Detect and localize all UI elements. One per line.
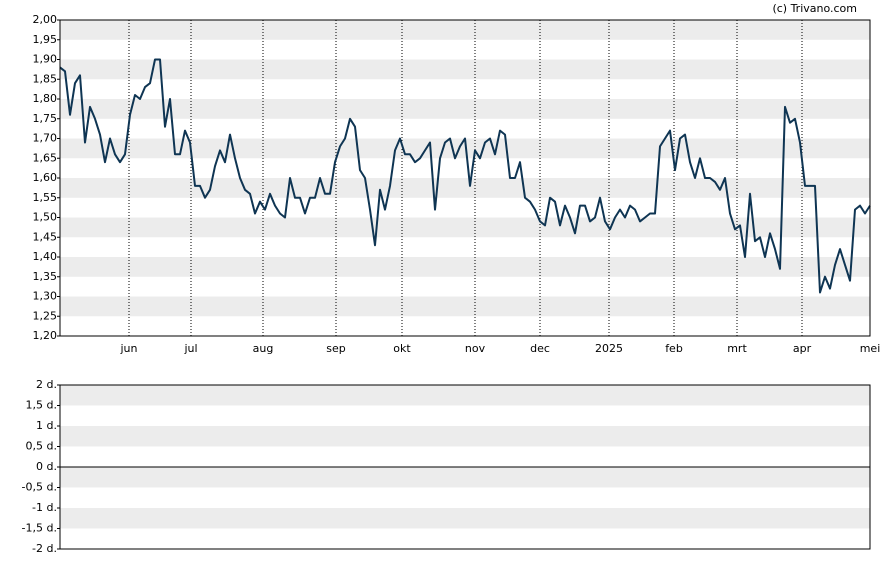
- band: [60, 178, 870, 198]
- band: [60, 99, 870, 119]
- x-tick-label: jun: [120, 342, 138, 355]
- y-tick-label: 1,95: [33, 33, 58, 46]
- y-tick-label: 1,50: [33, 211, 58, 224]
- band: [60, 296, 870, 317]
- x-tick-label: apr: [793, 342, 812, 355]
- y-tick-label: 1,20: [33, 329, 58, 342]
- band: [60, 385, 870, 406]
- y-tick-label: -1 d.: [32, 501, 57, 514]
- y-tick-label: -1,5 d.: [22, 522, 57, 535]
- band: [60, 20, 870, 40]
- y-tick-label: 0 d.: [36, 460, 57, 473]
- price-line: [59, 58, 871, 294]
- y-tick-label: 1,25: [33, 309, 58, 322]
- y-tick-label: 1,40: [33, 250, 58, 263]
- x-tick-label: 2025: [595, 342, 623, 355]
- y-tick-label: 1,30: [33, 290, 58, 303]
- band: [60, 217, 870, 238]
- plot-frame: [59, 384, 871, 550]
- band: [60, 59, 870, 80]
- x-tick-label: dec: [530, 342, 550, 355]
- x-tick-label: mrt: [727, 342, 747, 355]
- y-tick-label: 1 d.: [36, 419, 57, 432]
- y-tick-label: 0,5 d.: [26, 440, 57, 453]
- band: [60, 508, 870, 529]
- y-tick-label: 1,35: [33, 270, 58, 283]
- y-tick-label: -2 d.: [32, 542, 57, 555]
- y-tick-label: 1,75: [33, 112, 58, 125]
- band: [60, 467, 870, 488]
- source: (c) Trivano.com: [772, 2, 857, 15]
- plot-frame: [59, 19, 871, 337]
- x-tick-label: aug: [253, 342, 274, 355]
- y-tick-label: 1,90: [33, 53, 58, 66]
- y-tick-label: -0,5 d.: [22, 481, 57, 494]
- band: [60, 257, 870, 277]
- y-tick-label: 1,60: [33, 171, 58, 184]
- y-tick-label: 2 d.: [36, 378, 57, 391]
- x-tick-label: okt: [393, 342, 411, 355]
- x-tick-label: feb: [665, 342, 683, 355]
- y-tick-label: 1,70: [33, 132, 58, 145]
- x-tick-label: jul: [183, 342, 197, 355]
- y-tick-label: 1,65: [33, 151, 58, 164]
- y-tick-label: 1,45: [33, 230, 58, 243]
- y-tick-label: 1,85: [33, 72, 58, 85]
- y-tick-label: 1,5 d.: [26, 399, 57, 412]
- y-tick-label: 1,80: [33, 92, 58, 105]
- y-tick-label: 1,55: [33, 191, 58, 204]
- x-tick-label: sep: [326, 342, 345, 355]
- x-tick-label: nov: [465, 342, 486, 355]
- y-tick-label: 2,00: [33, 13, 58, 26]
- band: [60, 426, 870, 447]
- x-tick-label: mei: [860, 342, 881, 355]
